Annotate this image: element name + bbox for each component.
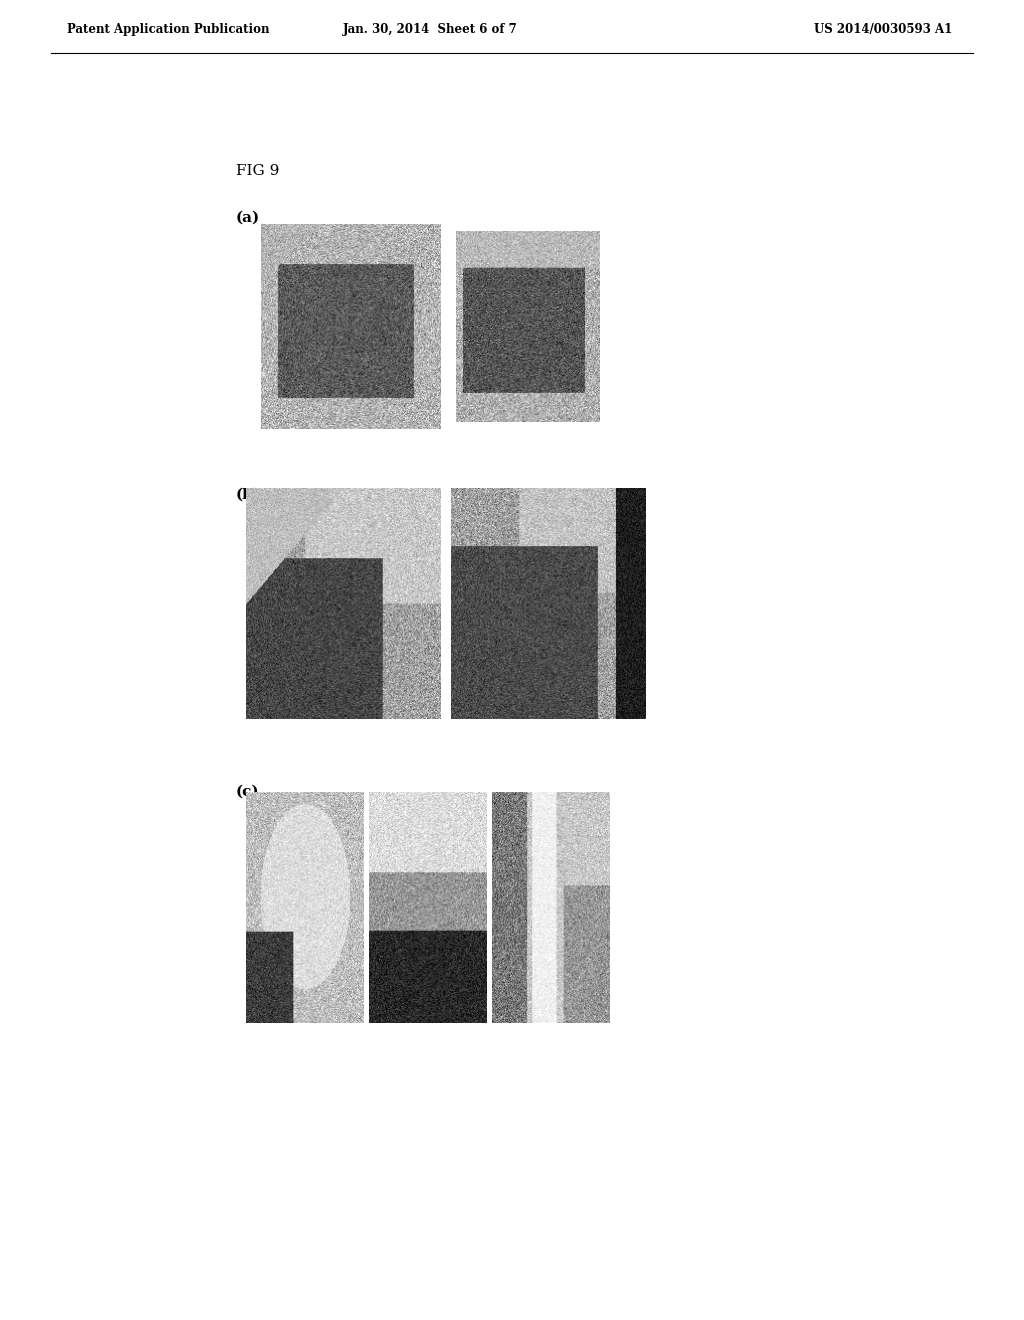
Text: (c): (c) [236, 784, 259, 799]
Text: Patent Application Publication: Patent Application Publication [67, 22, 269, 36]
Text: US 2014/0030593 A1: US 2014/0030593 A1 [814, 22, 952, 36]
Text: (b): (b) [236, 487, 260, 502]
Text: FIG 9: FIG 9 [236, 164, 279, 178]
Text: Jan. 30, 2014  Sheet 6 of 7: Jan. 30, 2014 Sheet 6 of 7 [343, 22, 517, 36]
Text: (a): (a) [236, 210, 260, 224]
